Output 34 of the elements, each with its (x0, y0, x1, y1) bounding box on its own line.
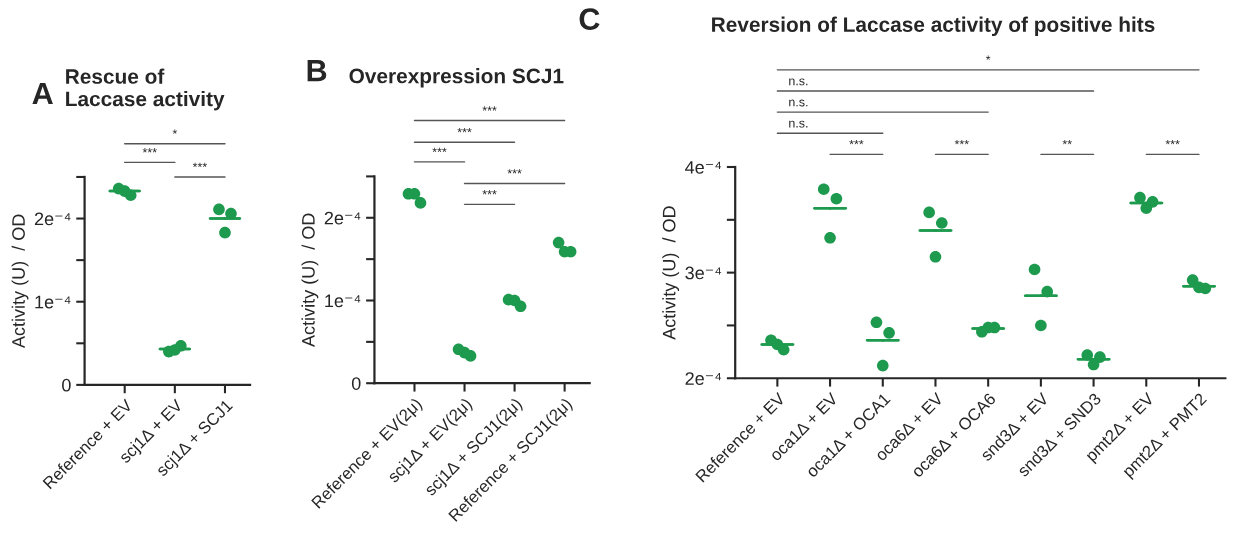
y-tick-label: 0 (62, 378, 71, 392)
y-tick-label: 1e⁻⁴ (325, 294, 361, 308)
text: C (579, 8, 600, 30)
text: *** (432, 147, 447, 153)
y-axis-title: Activity (U) / OD (301, 213, 319, 347)
y-tick-label: 3e⁻⁴ (685, 266, 722, 280)
y-axis-title: Activity (U) / OD (11, 214, 29, 349)
text: ** (1062, 139, 1072, 145)
text: *** (1165, 139, 1180, 145)
y-tick-label: 4e⁻⁴ (685, 161, 722, 174)
text: n.s. (789, 120, 808, 128)
y-tick-label: 2e⁻⁴ (324, 211, 361, 225)
text: *** (457, 127, 472, 133)
chart-title: Reversion of Laccase activity of positive hits (712, 16, 1155, 37)
text: *** (849, 139, 864, 145)
text: A (32, 83, 53, 105)
chart-title: Rescue of Laccase activity (66, 68, 225, 111)
text: *** (954, 139, 969, 145)
text: *** (142, 148, 157, 153)
text: n.s. (789, 78, 808, 86)
text: B (307, 60, 327, 82)
text: * (172, 129, 178, 134)
y-tick-label: 2e⁻⁴ (34, 212, 71, 226)
text: *** (192, 162, 208, 168)
y-tick-label: 0 (351, 377, 361, 390)
text: *** (507, 169, 522, 174)
y-axis-title: Activity (U) / OD (662, 206, 680, 340)
text: *** (482, 106, 497, 111)
y-tick-label: 2e⁻⁴ (685, 372, 722, 385)
text: * (985, 55, 991, 60)
annotation: *** (482, 190, 497, 195)
chart-title: Overexpression SCJ1 (349, 68, 564, 88)
y-tick-label: 1e⁻⁴ (35, 295, 71, 309)
text: n.s. (789, 99, 808, 107)
